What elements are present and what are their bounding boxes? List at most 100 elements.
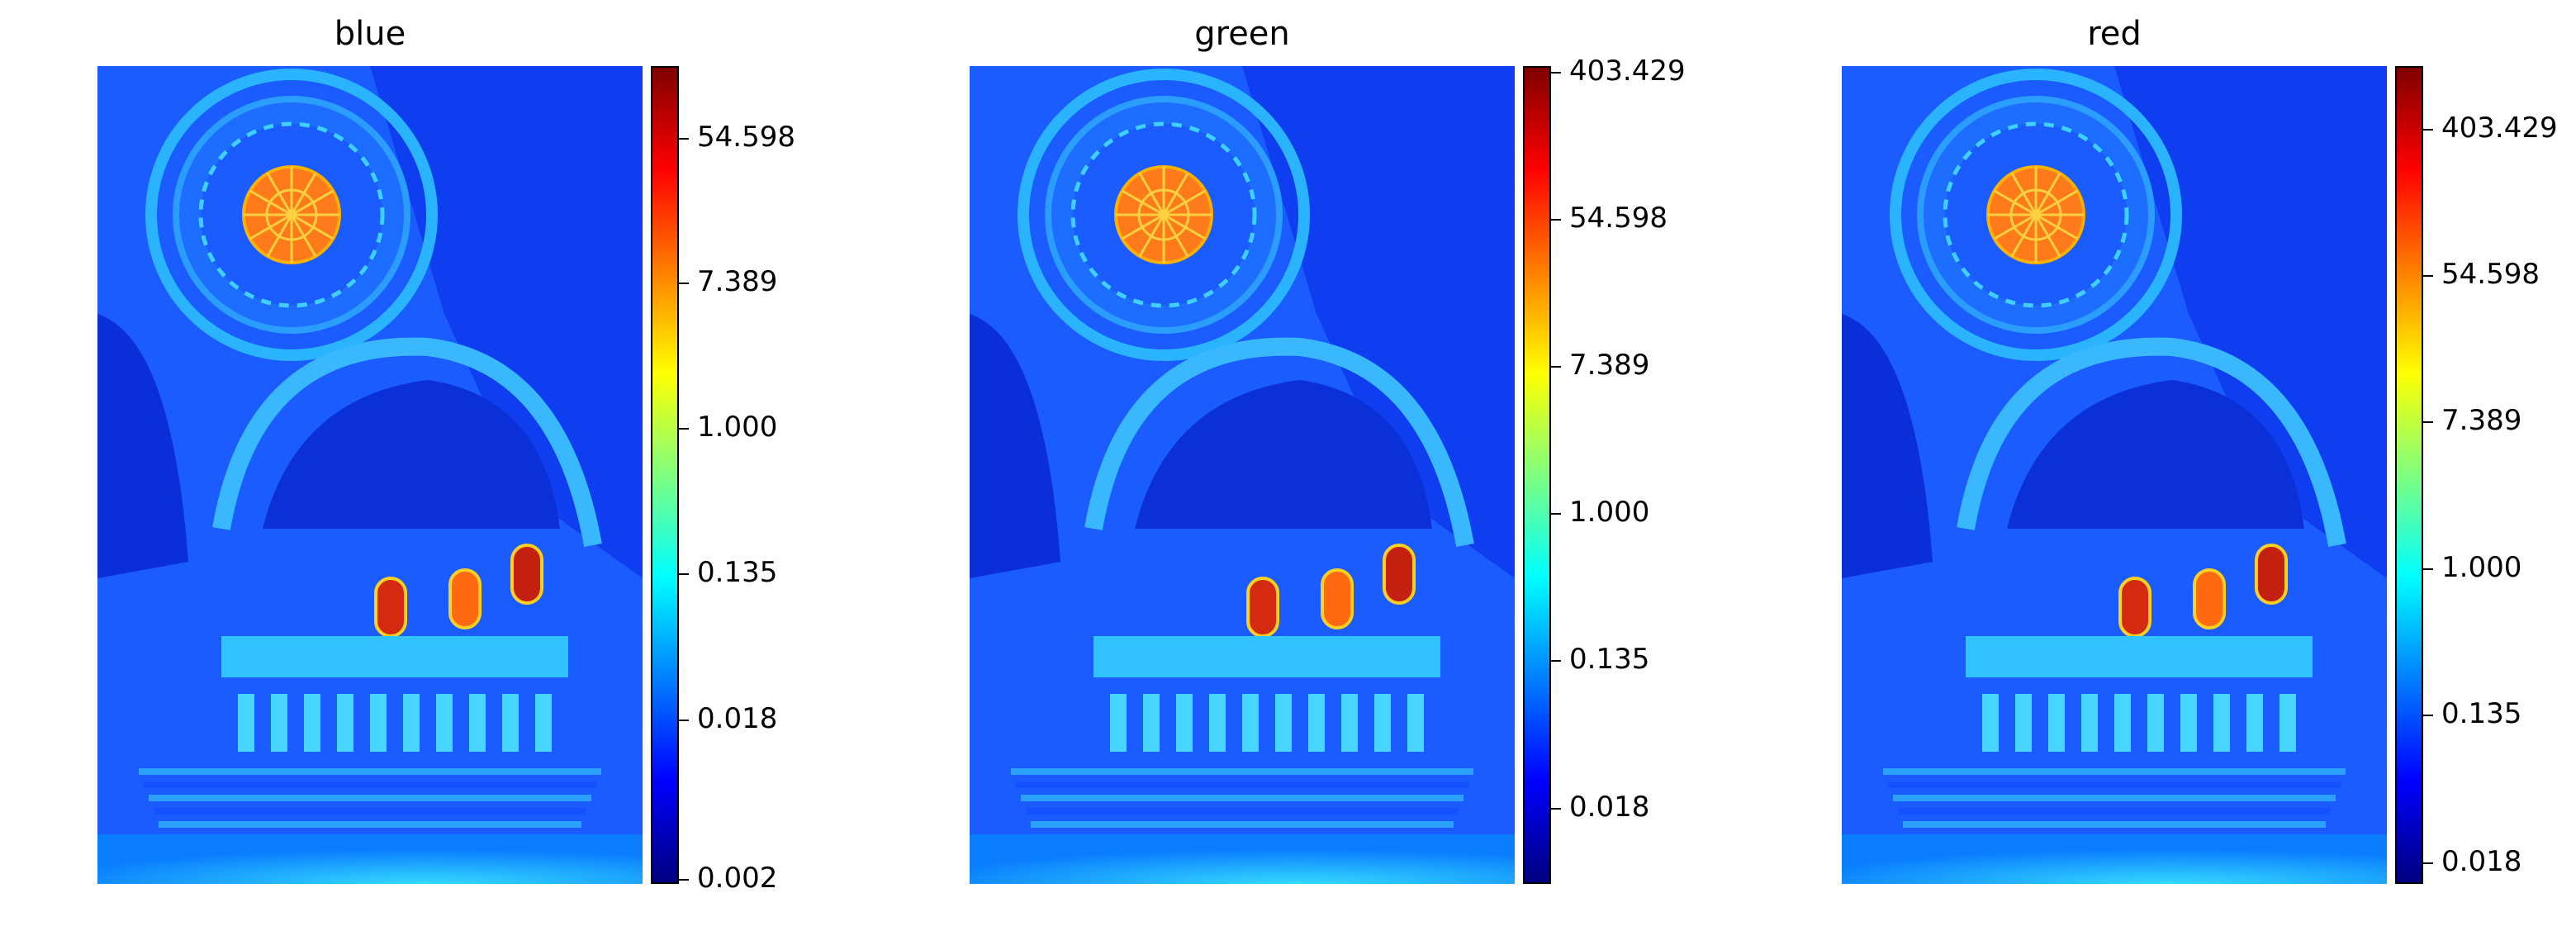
column [2147,694,2164,752]
column [1242,694,1259,752]
step [144,781,596,788]
column [2180,694,2197,752]
colorbar-tick-mark [2423,862,2433,864]
colorbar-tick-mark [679,283,689,285]
colorbar-tick-mark [679,720,689,722]
colorbar-ticks: 403.429 54.598 7.389 1.000 0.135 0.018 [2423,66,2558,884]
colorbar-tick-mark [1551,71,1561,74]
subplot-title: blue [334,15,406,53]
step [139,768,601,775]
colorbar [1523,66,1551,884]
column [1308,694,1325,752]
colorbar-tick-mark [679,879,689,881]
colorbar-tick-mark [679,428,689,430]
dome-ring [1018,69,1310,361]
colorbar-tick-mark [1551,512,1561,515]
subplot-title: green [1194,15,1290,53]
colorbar-ticks: 403.429 54.598 7.389 1.000 0.135 0.018 [1551,55,1686,884]
oculus-ring [265,188,318,241]
vault [2007,380,2304,529]
colorbar-tick-label: 54.598 [1569,201,1668,235]
colorbar-tick-mark [679,137,689,140]
floor [1842,834,2387,884]
step [1888,781,2341,788]
step [159,821,581,828]
column [1407,694,1424,752]
main-arch [212,337,602,547]
column [2279,694,2296,752]
step [1883,768,2346,775]
stained-window [2118,577,2151,638]
stained-window [2193,568,2226,629]
colorbar-tick-mark [1551,659,1561,662]
left-arch [97,314,188,578]
colorbar-tick-label: 0.018 [2441,844,2522,878]
mosaic-band [1966,636,2313,677]
heatmap-image [1842,66,2387,884]
colorbar [651,66,679,884]
step [1903,821,2326,828]
colorbar-tick-label: 1.000 [697,411,778,444]
colorbar-tick-label: 0.135 [1569,642,1650,676]
colorbar-tick-label: 0.002 [697,862,778,895]
colorbar-tick-mark [2423,421,2433,424]
colorbar-tick-label: 1.000 [1569,495,1650,529]
main-arch [1957,337,2346,547]
shadow-region [1242,66,1515,578]
stained-window [374,577,407,638]
colorbar-tick-label: 1.000 [2441,550,2522,584]
vault [1135,380,1432,529]
column [1176,694,1193,752]
stained-window [448,568,482,629]
colorbar-tick-label: 403.429 [1569,54,1686,88]
column [2081,694,2098,752]
colorbar [2395,66,2423,884]
colorbar-tick-mark [2423,128,2433,131]
colorbar-tick-label: 0.018 [697,702,778,736]
colorbar-tick-mark [1551,808,1561,810]
column [1209,694,1226,752]
step [1031,821,1454,828]
column [469,694,486,752]
left-arch [970,314,1060,578]
colorbar-tick-mark [2423,275,2433,278]
colorbar-tick-mark [2423,568,2433,570]
colorbar-ticks: 54.598 7.389 1.000 0.135 0.018 0.002 [679,66,811,895]
step [1898,808,2331,815]
left-arch [1842,314,1933,578]
dome-ring [1890,69,2182,361]
column [2048,694,2065,752]
colorbar-tick-mark [1551,218,1561,221]
step [154,808,586,815]
step [1011,768,1473,775]
column [1374,694,1391,752]
heatmap-image [97,66,643,884]
column [1143,694,1160,752]
vault [263,380,560,529]
step [149,795,591,801]
step [1016,781,1468,788]
column [2114,694,2131,752]
column [370,694,387,752]
stained-window [1383,544,1416,605]
column [337,694,353,752]
colorbar-tick-label: 0.135 [2441,696,2522,730]
subplot-blue: blue 54.598 7.389 1.000 0.135 0.018 0.002 [0,0,826,950]
colorbar-tick-label: 7.389 [1569,348,1650,382]
subplot-red: red 403.429 54.598 7.389 1.000 0.135 0.018 [1744,0,2570,950]
stained-window [510,544,543,605]
mosaic-band [221,636,568,677]
mosaic-band [1093,636,1440,677]
colorbar-tick-label: 54.598 [697,120,795,154]
colorbar-tick-label: 403.429 [2441,111,2558,145]
column [238,694,254,752]
column [1341,694,1358,752]
colorbar-tick-mark [1551,365,1561,368]
main-arch [1084,337,1474,547]
subplot-green: green 403.429 54.598 7.389 1.000 0.135 0.018 [872,0,1698,950]
colorbar-tick-mark [679,573,689,576]
oculus-ring [2009,188,2062,241]
shadow-region [370,66,643,578]
subplot-title: red [2087,15,2142,53]
colorbar-tick-label: 7.389 [697,265,778,299]
